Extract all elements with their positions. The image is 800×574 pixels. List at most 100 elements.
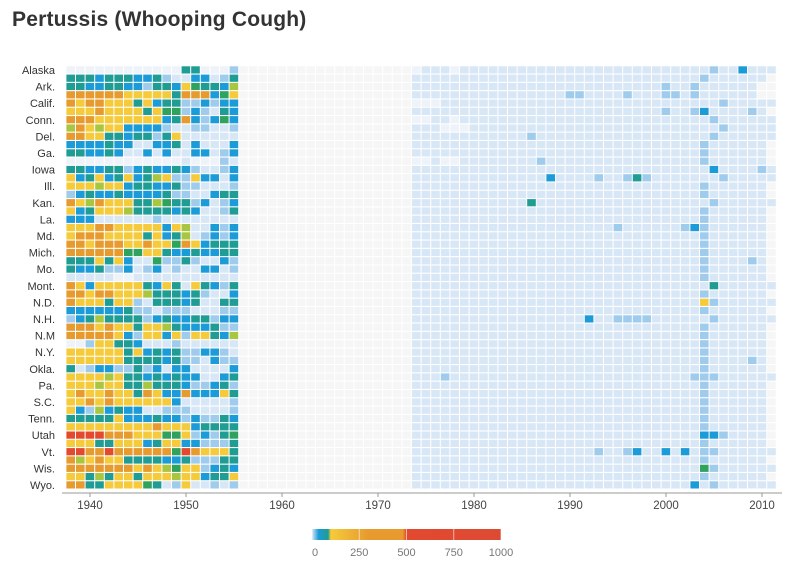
heatmap-cell [114,199,123,207]
heatmap-cell [575,373,584,381]
heatmap-cell [104,307,114,315]
heatmap-cell [728,141,738,149]
heatmap-cell [700,207,709,215]
heatmap-cell [661,290,671,298]
heatmap-cell [431,99,440,107]
heatmap-cell [498,365,507,373]
heatmap-cell [671,390,680,398]
heatmap-cell [344,182,354,190]
heatmap-cell [210,481,219,489]
heatmap-cell [287,290,296,298]
heatmap-cell [172,248,181,257]
heatmap-cell [143,481,152,489]
heatmap-cell [728,390,738,398]
heatmap-cell [700,240,709,248]
heatmap-cell [258,182,267,190]
heatmap-cell [335,124,344,132]
heatmap-cell [594,290,603,298]
heatmap-cell [536,132,546,140]
heatmap-cell [220,116,229,124]
heatmap-cell [767,182,776,190]
heatmap-cell [594,165,603,174]
heatmap-cell [383,215,392,223]
heatmap-cell [210,315,219,323]
heatmap-cell [133,273,143,281]
heatmap-cell [757,473,767,481]
heatmap-cell [287,307,296,315]
heatmap-cell [296,307,306,315]
heatmap-cell [536,331,546,340]
heatmap-cell [172,414,181,423]
heatmap-cell [220,431,229,439]
heatmap-cell [200,265,210,273]
heatmap-cell [556,298,565,306]
heatmap-cell [104,448,114,456]
heatmap-cell [709,365,719,373]
heatmap-cell [450,331,459,340]
heatmap-cell [364,431,373,439]
heatmap-cell [440,398,450,406]
heatmap-cell [661,423,671,431]
heatmap-cell [412,390,421,398]
heatmap-cell [316,240,325,248]
heatmap-cell [66,74,75,82]
heatmap-cell [469,66,479,74]
heatmap-cell [248,348,258,356]
heatmap-cell [392,82,402,91]
heatmap-cell [498,431,507,439]
heatmap-cell [200,157,210,165]
heatmap-cell [325,107,335,115]
heatmap-cell [527,481,536,489]
heatmap-cell [220,307,229,315]
heatmap-cell [450,107,459,115]
heatmap-cell [200,174,210,182]
heatmap-cell [66,348,75,356]
heatmap-cell [690,74,699,82]
heatmap-cell [623,248,632,257]
heatmap-cell [584,307,594,315]
heatmap-cell [623,132,632,140]
heatmap-cell [709,215,719,223]
heatmap-cell [661,390,671,398]
heatmap-cell [354,265,363,273]
heatmap-cell [66,232,75,240]
heatmap-cell [239,481,248,489]
heatmap-cell [76,365,85,373]
heatmap-cell [556,74,565,82]
heatmap-cell [594,340,603,348]
heatmap-cell [632,448,642,456]
heatmap-cell [719,132,728,140]
heatmap-cell [546,99,555,107]
heatmap-cell [460,473,469,481]
heatmap-cell [623,182,632,190]
heatmap-cell [85,248,95,257]
heatmap-cell [66,107,75,115]
heatmap-cell [546,199,555,207]
heatmap-cell [488,91,498,99]
heatmap-cell [306,182,315,190]
heatmap-cell [575,439,584,447]
heatmap-cell [700,356,709,364]
heatmap-cell [325,141,335,149]
heatmap-cell [412,224,421,232]
heatmap-cell [152,414,162,423]
heatmap-cell [152,240,162,248]
heatmap-cell [421,215,431,223]
heatmap-cell [498,298,507,306]
heatmap-cell [498,406,507,414]
heatmap-cell [258,390,267,398]
heatmap-cell [527,373,536,381]
heatmap-cell [527,282,536,290]
heatmap-cell [680,481,690,489]
heatmap-cell [335,439,344,447]
heatmap-cell [191,82,200,91]
heatmap-cell [680,398,690,406]
heatmap-cell [191,464,200,472]
heatmap-cell [392,464,402,472]
heatmap-cell [412,315,421,323]
heatmap-cell [527,439,536,447]
heatmap-cell [536,323,546,331]
heatmap-cell [296,124,306,132]
heatmap-cell [412,481,421,489]
heatmap-cell [469,199,479,207]
